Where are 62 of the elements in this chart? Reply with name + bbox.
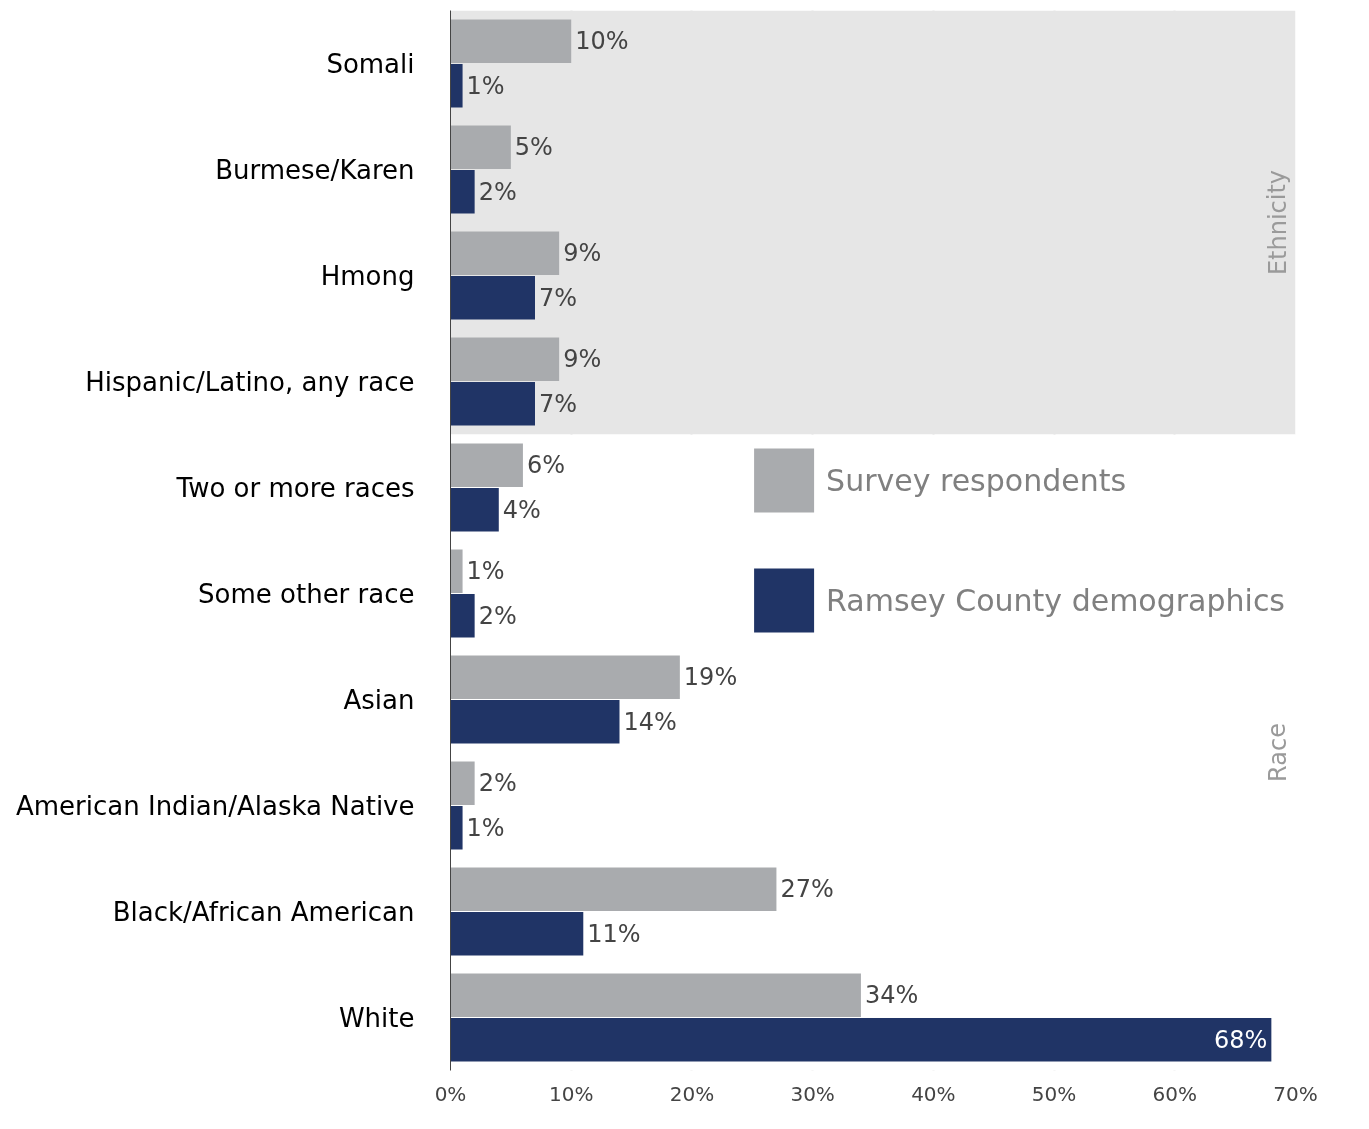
data-label: 6% [526, 451, 566, 480]
bar [450, 19, 572, 64]
x-tick-label: 30% [790, 1081, 835, 1106]
y-tick-label: American Indian/Alaska Native [15, 790, 415, 821]
y-tick-label: Hispanic/Latino, any race [85, 366, 415, 397]
bar [450, 231, 560, 276]
bar [450, 911, 584, 956]
bar [450, 805, 463, 850]
y-tick-label: White [338, 1002, 415, 1033]
data-label: 1% [466, 71, 505, 100]
bar [450, 381, 535, 426]
bar [450, 655, 680, 700]
y-tick-label: Some other race [198, 578, 415, 609]
data-label: 7% [539, 283, 578, 312]
data-label: 10% [575, 27, 629, 56]
legend-label: Survey respondents [826, 462, 1127, 498]
bar [450, 593, 475, 638]
bar [450, 1017, 1272, 1062]
y-tick-label: Asian [343, 684, 415, 715]
data-label: 68% [1214, 1025, 1268, 1054]
bar [450, 973, 861, 1018]
data-label: 11% [587, 919, 641, 948]
data-label: 19% [683, 663, 738, 692]
data-label: 2% [478, 769, 517, 798]
bar [450, 487, 499, 532]
data-label: 1% [466, 557, 505, 586]
y-tick-label: Burmese/Karen [215, 154, 415, 185]
x-tick-label: 10% [548, 1081, 594, 1106]
bar [450, 63, 463, 108]
bar [450, 125, 511, 170]
bar [450, 867, 777, 912]
data-label: 4% [502, 495, 541, 524]
bar [450, 169, 475, 214]
data-label: 27% [780, 875, 834, 904]
legend-label: Ramsey County demographics [826, 582, 1285, 618]
bar [450, 337, 560, 382]
band-label: Race [1263, 723, 1292, 782]
bar [450, 275, 535, 320]
x-tick-label: 50% [1031, 1081, 1077, 1106]
bar [450, 699, 620, 744]
data-label: 34% [864, 981, 919, 1010]
data-label: 2% [478, 601, 517, 630]
y-tick-label: Hmong [320, 260, 415, 291]
data-label: 14% [623, 707, 677, 736]
data-label: 1% [466, 813, 505, 842]
data-label: 9% [563, 239, 602, 268]
y-tick-label: Two or more races [175, 472, 415, 503]
bar [450, 761, 475, 806]
y-tick-label: Black/African American [112, 896, 415, 927]
x-tick-label: 40% [911, 1081, 956, 1106]
data-label: 7% [539, 389, 578, 418]
bar [450, 443, 523, 488]
y-tick-label: Somali [326, 48, 415, 79]
x-tick-label: 60% [1152, 1081, 1198, 1106]
data-label: 2% [478, 177, 517, 206]
data-label: 9% [563, 345, 602, 374]
bar [450, 549, 463, 594]
x-tick-label: 0% [434, 1081, 467, 1106]
x-tick-label: 70% [1273, 1081, 1318, 1106]
data-label: 5% [514, 133, 553, 162]
x-tick-label: 20% [669, 1081, 715, 1106]
band-label: Ethnicity [1263, 169, 1292, 276]
